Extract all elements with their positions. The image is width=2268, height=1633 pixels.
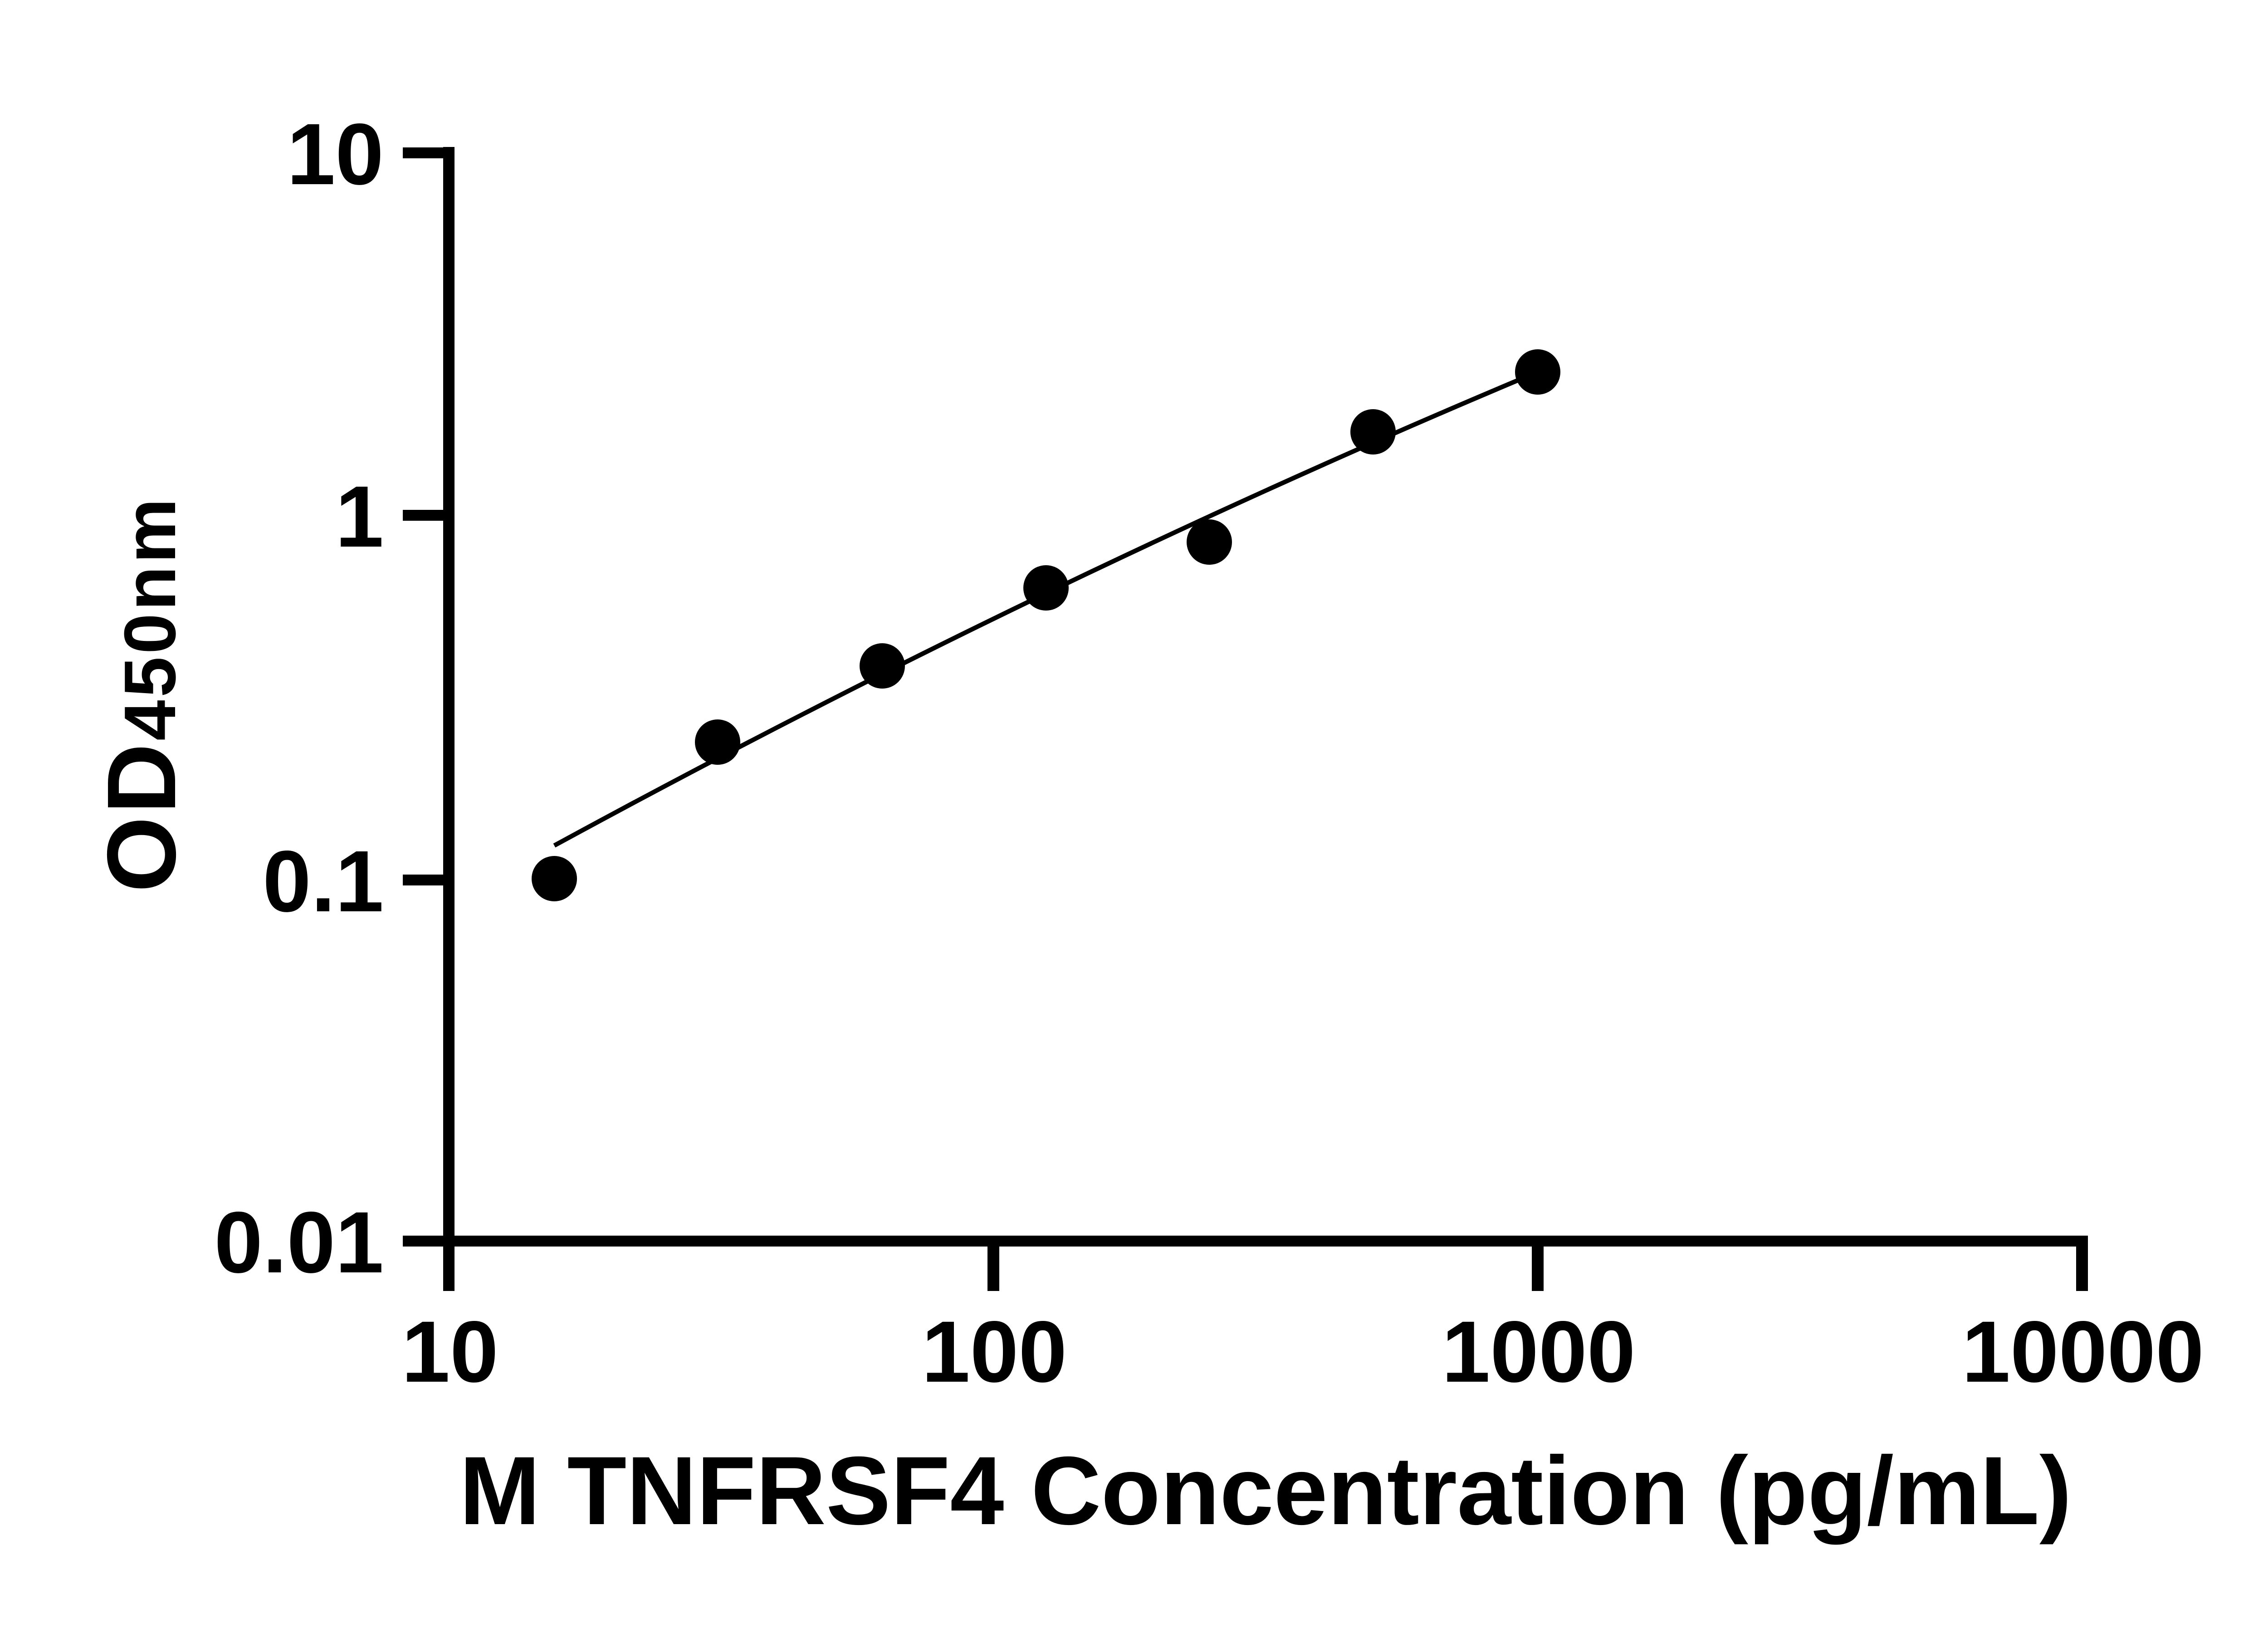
svg-text:10: 10	[287, 105, 384, 203]
svg-text:1000: 1000	[1442, 1303, 1635, 1400]
svg-text:0.1: 0.1	[263, 832, 384, 930]
svg-text:0.01: 0.01	[214, 1193, 384, 1291]
svg-text:10: 10	[401, 1303, 499, 1400]
svg-text:100: 100	[922, 1303, 1067, 1400]
svg-text:M TNFRSF4 Concentration (pg/mL: M TNFRSF4 Concentration (pg/mL)	[459, 1437, 2072, 1545]
svg-text:OD450nm: OD450nm	[87, 496, 196, 893]
svg-text:1: 1	[335, 468, 384, 565]
svg-text:10000: 10000	[1962, 1303, 2204, 1400]
